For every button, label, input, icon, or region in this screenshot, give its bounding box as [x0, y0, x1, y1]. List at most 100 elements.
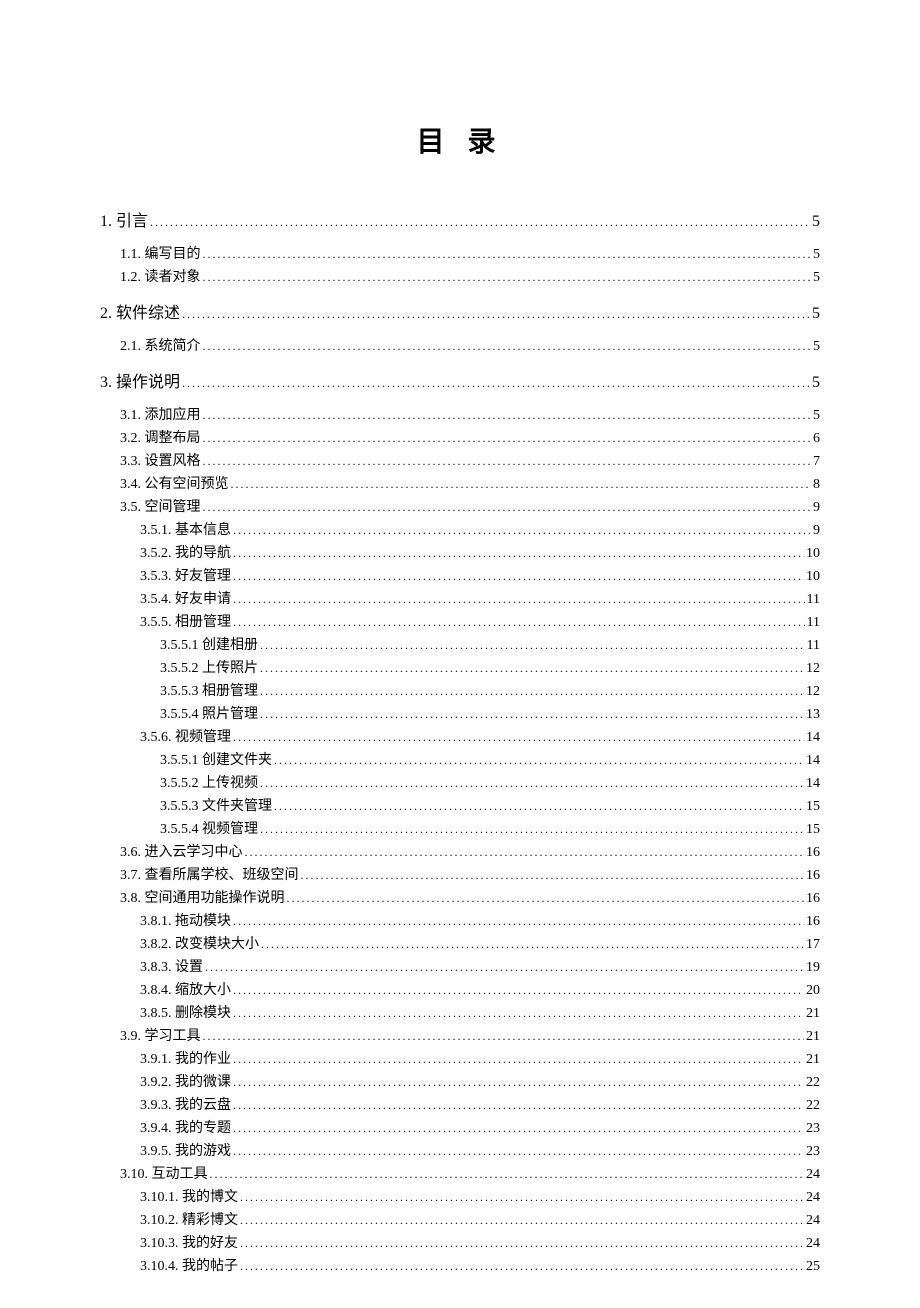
toc-entry-page: 5 [812, 371, 820, 395]
toc-leader-dots [260, 658, 804, 679]
toc-entry[interactable]: 3.9.3. 我的云盘22 [100, 1095, 820, 1116]
toc-entry[interactable]: 2.1. 系统简介5 [100, 336, 820, 357]
toc-entry[interactable]: 3.10. 互动工具24 [100, 1164, 820, 1185]
toc-entry-label: 3.10.4. 我的帖子 [140, 1256, 238, 1277]
toc-entry[interactable]: 3.5.5.1 创建相册11 [100, 635, 820, 656]
toc-entry-page: 24 [806, 1233, 820, 1254]
toc-title: 目 录 [100, 120, 820, 160]
toc-entry-label: 1.2. 读者对象 [120, 267, 201, 288]
toc-leader-dots [210, 1164, 805, 1185]
toc-entry[interactable]: 3.5.5.3 相册管理12 [100, 681, 820, 702]
toc-entry[interactable]: 3.7. 查看所属学校、班级空间 16 [100, 865, 820, 886]
toc-entry-page: 14 [806, 773, 820, 794]
toc-entry[interactable]: 3.8.4. 缩放大小 20 [100, 980, 820, 1001]
toc-leader-dots [260, 773, 804, 794]
toc-entry-label: 3.5.4. 好友申请 [140, 589, 231, 610]
toc-entry-label: 3.9.1. 我的作业 [140, 1049, 231, 1070]
toc-leader-dots [260, 681, 804, 702]
toc-entry-page: 22 [806, 1095, 820, 1116]
toc-entry[interactable]: 3.1. 添加应用5 [100, 405, 820, 426]
toc-entry[interactable]: 3.3. 设置风格7 [100, 451, 820, 472]
toc-entry-page: 12 [806, 681, 820, 702]
toc-entry[interactable]: 3.9.1. 我的作业 21 [100, 1049, 820, 1070]
toc-entry-page: 19 [806, 957, 820, 978]
toc-leader-dots [240, 1187, 804, 1208]
toc-entry[interactable]: 3.9.4. 我的专题23 [100, 1118, 820, 1139]
toc-list: 1. 引言51.1. 编写目的51.2. 读者对象52. 软件综述52.1. 系… [100, 210, 820, 1277]
toc-entry[interactable]: 3.10.4. 我的帖子 25 [100, 1256, 820, 1277]
toc-entry-page: 10 [806, 566, 820, 587]
toc-entry-page: 15 [806, 819, 820, 840]
toc-entry-label: 3.8.4. 缩放大小 [140, 980, 231, 1001]
toc-entry-label: 3.7. 查看所属学校、班级空间 [120, 865, 299, 886]
toc-entry-page: 21 [806, 1026, 820, 1047]
toc-entry[interactable]: 3.9.5. 我的游戏23 [100, 1141, 820, 1162]
toc-entry-label: 3.9.5. 我的游戏 [140, 1141, 231, 1162]
toc-entry-page: 15 [806, 796, 820, 817]
toc-entry[interactable]: 3.5.1. 基本信息 9 [100, 520, 820, 541]
toc-entry[interactable]: 3.2. 调整布局6 [100, 428, 820, 449]
toc-entry-label: 3.5.3. 好友管理 [140, 566, 231, 587]
toc-entry[interactable]: 3.4. 公有空间预览8 [100, 474, 820, 495]
toc-entry-label: 3.5.5.1 创建文件夹 [160, 750, 272, 771]
toc-entry[interactable]: 3.5. 空间管理9 [100, 497, 820, 518]
toc-entry[interactable]: 3.9. 学习工具21 [100, 1026, 820, 1047]
toc-entry[interactable]: 3.5.5.4 照片管理13 [100, 704, 820, 725]
toc-leader-dots [233, 1118, 804, 1139]
toc-entry-page: 5 [812, 302, 820, 326]
toc-leader-dots [233, 566, 804, 587]
toc-entry-label: 1.1. 编写目的 [120, 244, 201, 265]
toc-entry-label: 3.1. 添加应用 [120, 405, 201, 426]
toc-entry-label: 3.5.6. 视频管理 [140, 727, 231, 748]
toc-entry[interactable]: 2. 软件综述5 [100, 302, 820, 326]
toc-entry[interactable]: 3.5.5.3 文件夹管理15 [100, 796, 820, 817]
toc-entry[interactable]: 3.8. 空间通用功能操作说明16 [100, 888, 820, 909]
toc-entry[interactable]: 3. 操作说明 5 [100, 371, 820, 395]
toc-entry-label: 3.5.5.4 照片管理 [160, 704, 258, 725]
toc-entry-label: 3. 操作说明 [100, 371, 180, 395]
toc-leader-dots [233, 727, 804, 748]
toc-entry[interactable]: 3.5.4. 好友申请 11 [100, 589, 820, 610]
toc-entry[interactable]: 3.5.3. 好友管理 10 [100, 566, 820, 587]
toc-entry[interactable]: 3.5.2. 我的导航10 [100, 543, 820, 564]
toc-entry[interactable]: 3.10.2. 精彩博文24 [100, 1210, 820, 1231]
toc-leader-dots [233, 612, 805, 633]
toc-entry-page: 25 [806, 1256, 820, 1277]
toc-entry-page: 20 [806, 980, 820, 1001]
toc-entry[interactable]: 1.2. 读者对象 5 [100, 267, 820, 288]
toc-entry-label: 3.5.5.2 上传照片 [160, 658, 258, 679]
toc-entry[interactable]: 3.5.5.2 上传视频14 [100, 773, 820, 794]
toc-entry[interactable]: 3.8.1. 拖动模块16 [100, 911, 820, 932]
toc-entry[interactable]: 3.6. 进入云学习中心16 [100, 842, 820, 863]
toc-entry[interactable]: 3.10.1. 我的博文 24 [100, 1187, 820, 1208]
toc-entry-label: 3.10.1. 我的博文 [140, 1187, 238, 1208]
toc-entry[interactable]: 3.5.5.2 上传照片12 [100, 658, 820, 679]
toc-entry-label: 1. 引言 [100, 210, 148, 234]
toc-entry-label: 3.10.3. 我的好友 [140, 1233, 238, 1254]
toc-entry[interactable]: 3.10.3. 我的好友 24 [100, 1233, 820, 1254]
toc-entry[interactable]: 1. 引言5 [100, 210, 820, 234]
toc-entry-label: 3.5.1. 基本信息 [140, 520, 231, 541]
toc-entry-page: 21 [806, 1049, 820, 1070]
toc-entry-page: 22 [806, 1072, 820, 1093]
toc-entry[interactable]: 3.9.2. 我的微课22 [100, 1072, 820, 1093]
toc-entry-page: 16 [806, 865, 820, 886]
toc-entry[interactable]: 3.5.5.4 视频管理 15 [100, 819, 820, 840]
toc-entry-page: 11 [807, 589, 820, 610]
toc-entry[interactable]: 1.1. 编写目的 5 [100, 244, 820, 265]
toc-entry[interactable]: 3.5.5.1 创建文件夹14 [100, 750, 820, 771]
toc-leader-dots [260, 635, 805, 656]
toc-entry-page: 5 [813, 244, 820, 265]
toc-entry[interactable]: 3.5.5. 相册管理11 [100, 612, 820, 633]
toc-entry-page: 24 [806, 1187, 820, 1208]
toc-entry-label: 3.5.5.4 视频管理 [160, 819, 258, 840]
toc-leader-dots [233, 1003, 804, 1024]
toc-entry-page: 9 [813, 520, 820, 541]
toc-entry-page: 5 [813, 267, 820, 288]
toc-entry[interactable]: 3.8.5. 删除模块21 [100, 1003, 820, 1024]
toc-entry[interactable]: 3.8.2. 改变模块大小17 [100, 934, 820, 955]
toc-leader-dots [233, 980, 804, 1001]
toc-entry[interactable]: 3.5.6. 视频管理14 [100, 727, 820, 748]
toc-entry[interactable]: 3.8.3. 设置19 [100, 957, 820, 978]
toc-leader-dots [301, 865, 805, 886]
